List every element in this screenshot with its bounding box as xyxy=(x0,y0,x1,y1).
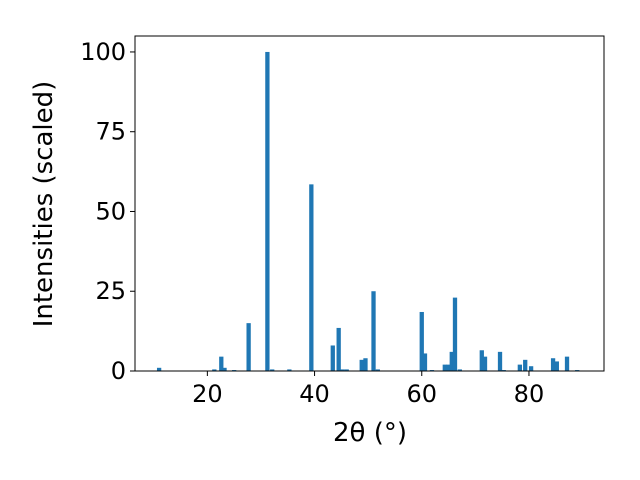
bar xyxy=(287,369,292,371)
bar xyxy=(156,367,162,371)
bar xyxy=(219,356,224,371)
bar xyxy=(363,358,368,371)
bar xyxy=(479,350,484,371)
bar xyxy=(270,369,275,371)
bar xyxy=(457,369,462,371)
bar xyxy=(564,356,570,371)
x-tick-label: 80 xyxy=(514,380,545,408)
bar xyxy=(482,356,488,371)
bar xyxy=(449,351,454,371)
bar xyxy=(375,369,380,371)
x-tick-label: 20 xyxy=(192,380,223,408)
x-tick-label: 40 xyxy=(299,380,330,408)
bar xyxy=(309,184,314,371)
bar xyxy=(359,359,364,371)
bar xyxy=(446,364,451,371)
bar xyxy=(265,51,270,371)
bar xyxy=(419,311,424,371)
y-tick-label: 50 xyxy=(95,197,126,225)
bar xyxy=(340,369,345,371)
bar xyxy=(528,366,534,371)
bar xyxy=(330,345,335,371)
bar xyxy=(212,369,217,371)
y-tick-label: 25 xyxy=(95,277,126,305)
plot-frame xyxy=(134,35,605,372)
bar xyxy=(554,361,559,371)
bar xyxy=(442,364,447,371)
bar xyxy=(517,364,522,371)
bar xyxy=(344,369,349,371)
bar xyxy=(222,367,227,371)
bar xyxy=(336,327,341,371)
y-tick-label: 100 xyxy=(80,38,126,66)
bar xyxy=(523,359,528,371)
bar xyxy=(422,353,428,371)
y-tick-label: 0 xyxy=(111,357,126,385)
y-tick-label: 75 xyxy=(95,118,126,146)
bar xyxy=(452,297,458,371)
x-tick-label: 60 xyxy=(406,380,437,408)
bar xyxy=(497,351,503,371)
y-axis-label: Intensities (scaled) xyxy=(29,81,59,328)
bar xyxy=(550,358,556,371)
bar xyxy=(246,323,251,371)
x-axis-label: 2θ (°) xyxy=(333,418,407,448)
bar xyxy=(371,291,376,371)
